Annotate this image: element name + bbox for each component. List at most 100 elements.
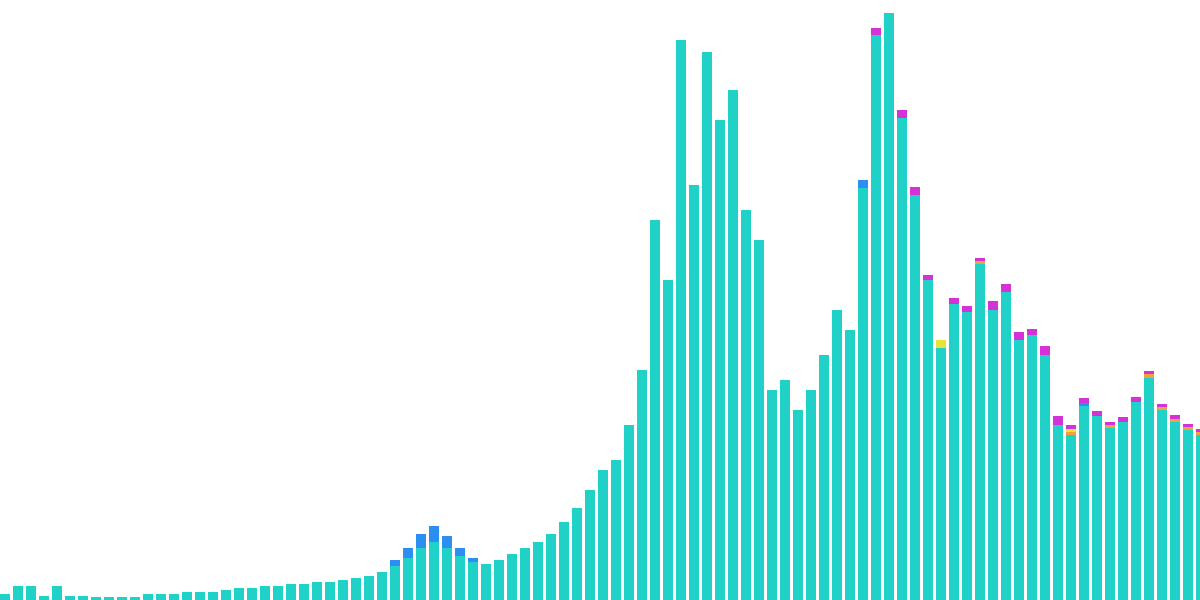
bar xyxy=(221,590,231,600)
bar-segment xyxy=(949,298,959,304)
bar xyxy=(598,470,608,600)
bar-segment xyxy=(572,508,582,600)
bar xyxy=(390,560,400,600)
bar-segment xyxy=(156,594,166,600)
bar-segment xyxy=(364,576,374,600)
bar-segment xyxy=(1079,403,1089,406)
bar-segment xyxy=(767,390,777,600)
bar-segment xyxy=(1066,425,1076,429)
bar xyxy=(312,582,322,600)
bar-segment xyxy=(390,566,400,600)
bar xyxy=(702,52,712,600)
bar xyxy=(468,558,478,600)
bar xyxy=(481,564,491,600)
bar-segment xyxy=(988,310,998,600)
bar-segment xyxy=(325,582,335,600)
bar-segment xyxy=(884,13,894,600)
bar-segment xyxy=(1001,292,1011,600)
bar-segment xyxy=(52,586,62,600)
bar-segment xyxy=(1157,410,1167,600)
bar-segment xyxy=(975,261,985,264)
bar-segment xyxy=(754,240,764,600)
bar xyxy=(13,586,23,600)
bar-segment xyxy=(260,586,270,600)
bar xyxy=(234,588,244,600)
bar xyxy=(1131,397,1141,600)
bar xyxy=(832,310,842,600)
bar xyxy=(923,275,933,600)
bar xyxy=(403,548,413,600)
bar-segment xyxy=(468,558,478,562)
bar xyxy=(520,548,530,600)
bar xyxy=(442,536,452,600)
bar-segment xyxy=(1170,419,1180,422)
bar-segment xyxy=(975,258,985,261)
bar xyxy=(0,594,10,600)
bar xyxy=(182,592,192,600)
bar-segment xyxy=(416,534,426,548)
bar-segment xyxy=(1105,422,1115,425)
bar xyxy=(260,586,270,600)
bar xyxy=(936,340,946,600)
bar-segment xyxy=(1183,430,1193,600)
bar-segment xyxy=(39,596,49,600)
bar xyxy=(533,542,543,600)
bar xyxy=(819,355,829,600)
bar xyxy=(1027,329,1037,600)
bar-segment xyxy=(1131,397,1141,402)
bar-segment xyxy=(962,312,972,600)
bar-segment xyxy=(390,560,400,566)
bar-segment xyxy=(585,490,595,600)
bar-segment xyxy=(897,118,907,600)
bar-segment xyxy=(247,588,257,600)
bar xyxy=(78,596,88,600)
bar-segment xyxy=(1105,428,1115,600)
bar-segment xyxy=(299,584,309,600)
bar-segment xyxy=(1105,425,1115,428)
bar-segment xyxy=(1079,398,1089,403)
bar xyxy=(988,301,998,600)
bar-segment xyxy=(286,584,296,600)
bar-segment xyxy=(624,425,634,600)
bar-segment xyxy=(1014,340,1024,600)
bar xyxy=(273,586,283,600)
bar-segment xyxy=(923,275,933,280)
bar-segment xyxy=(1027,329,1037,335)
bar-segment xyxy=(442,548,452,600)
bar-segment xyxy=(1131,402,1141,600)
bar-segment xyxy=(1144,378,1154,600)
bar xyxy=(728,90,738,600)
bar-segment xyxy=(832,310,842,600)
bar xyxy=(65,596,75,600)
bar-segment xyxy=(1053,416,1063,425)
bar-segment xyxy=(13,586,23,600)
bar xyxy=(741,210,751,600)
bar xyxy=(962,306,972,600)
bar-segment xyxy=(1157,407,1167,410)
bar xyxy=(975,258,985,600)
bar-segment xyxy=(936,348,946,600)
bar-segment xyxy=(429,526,439,542)
bar-segment xyxy=(1066,435,1076,600)
bar-segment xyxy=(403,548,413,558)
bar xyxy=(624,425,634,600)
bar xyxy=(429,526,439,600)
bar xyxy=(871,28,881,600)
bar-segment xyxy=(1196,435,1200,600)
bar-segment xyxy=(546,534,556,600)
bar xyxy=(1144,371,1154,600)
bar-segment xyxy=(65,596,75,600)
bar-segment xyxy=(442,536,452,548)
bar xyxy=(793,410,803,600)
bar xyxy=(897,110,907,600)
bar xyxy=(39,596,49,600)
bar-segment xyxy=(1092,416,1102,600)
bar xyxy=(845,330,855,600)
bar-segment xyxy=(1118,417,1128,422)
bar-segment xyxy=(819,355,829,600)
bar xyxy=(780,380,790,600)
bar xyxy=(351,578,361,600)
bar-segment xyxy=(910,187,920,195)
bar xyxy=(1105,422,1115,600)
bar xyxy=(156,594,166,600)
